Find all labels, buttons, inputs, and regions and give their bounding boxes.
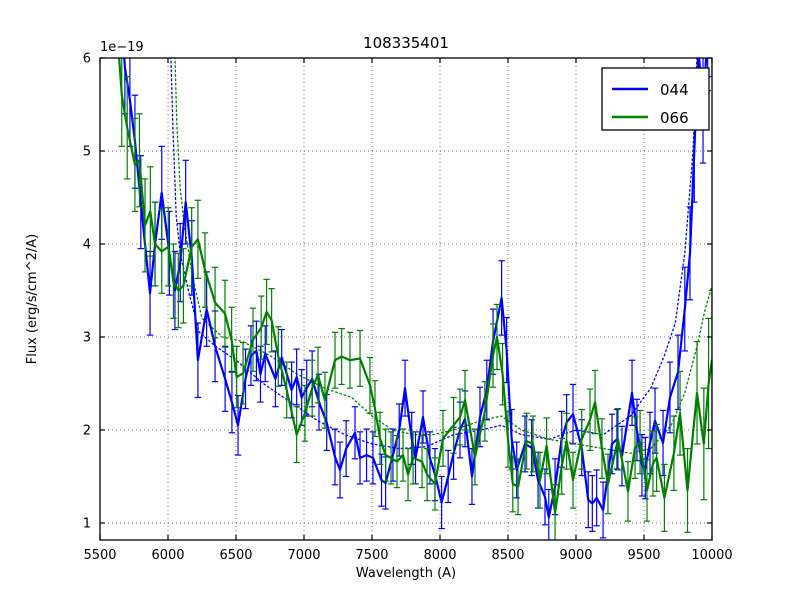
axes-frame [99, 57, 713, 541]
series-line-066 [118, 58, 712, 514]
legend: 044 066 [601, 67, 710, 131]
y-tick-label: 4 [83, 237, 91, 252]
plot-title: 108335401 [363, 34, 449, 52]
x-tick-label: 10000 [691, 548, 732, 563]
x-tick-label: 8000 [423, 548, 456, 563]
tick-labels: 5500 6000 6500 7000 7500 8000 8500 9000 9500 1000… [83, 52, 733, 564]
y-tick-label: 1 [83, 516, 91, 531]
x-tick-label: 7000 [287, 548, 320, 563]
x-tick-label: 9500 [627, 548, 660, 563]
x-tick-label: 9000 [559, 548, 592, 563]
legend-label-066: 066 [660, 109, 689, 127]
x-tick-label: 6500 [219, 548, 252, 563]
legend-box [601, 67, 710, 131]
y-axis-label: Flux (erg/s/cm^2/A) [25, 234, 40, 364]
x-tick-label: 6000 [151, 548, 184, 563]
series-line-066-dotted [174, 58, 712, 454]
y-tick-label: 2 [83, 423, 91, 438]
x-tick-label: 8500 [491, 548, 524, 563]
x-axis-label: Wavelength (A) [356, 566, 456, 581]
y-tick-label: 3 [83, 330, 91, 345]
x-tick-label: 5500 [83, 548, 116, 563]
y-axis-offset-text: 1e−19 [100, 40, 144, 55]
series-066 [112, 58, 712, 540]
series-066-dotted [174, 58, 712, 454]
series-line-044 [123, 58, 708, 519]
x-tick-label: 7500 [355, 548, 388, 563]
legend-label-044: 044 [660, 81, 689, 99]
y-tick-label: 5 [83, 144, 91, 159]
y-tick-label: 6 [83, 52, 91, 67]
